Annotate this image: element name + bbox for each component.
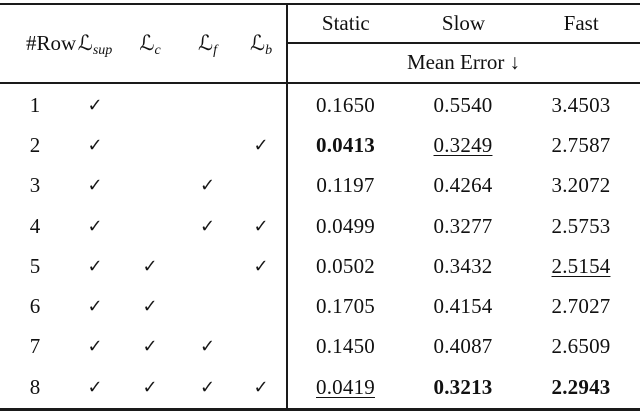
script-l-icon: ℒ (197, 31, 214, 55)
value-slow: 0.3213 (433, 374, 493, 399)
check-l-sup: ✓ (87, 376, 103, 398)
col-header-static: Static (321, 10, 370, 35)
row-number: 4 (29, 213, 41, 238)
value-fast: 2.7587 (551, 132, 611, 157)
value-static: 0.0502 (316, 253, 375, 278)
value-slow: 0.3432 (433, 253, 493, 278)
row-number: 6 (29, 294, 41, 319)
check-l-f: ✓ (199, 215, 216, 237)
col-header-loss-c: ℒc (120, 31, 180, 58)
row-number: 1 (29, 92, 41, 117)
value-fast: 3.4503 (551, 92, 611, 117)
table-row: 4 ✓ ✓ ✓ 0.0499 0.3277 2.5753 (0, 206, 640, 246)
value-fast: 2.2943 (551, 374, 611, 399)
left-header: #Row ℒsup ℒc ℒf ℒb (0, 5, 287, 82)
check-l-b: ✓ (253, 134, 269, 156)
loss-subscript-f: f (213, 43, 217, 58)
table-row: 1 ✓ 0.1650 0.5540 3.4503 (0, 85, 640, 125)
value-fast: 2.5154 (551, 253, 611, 278)
col-header-loss-sup: ℒsup (70, 31, 120, 58)
table-row: 5 ✓ ✓ ✓ 0.0502 0.3432 2.5154 (0, 246, 640, 286)
script-l-icon: ℒ (139, 31, 155, 55)
check-l-sup: ✓ (87, 336, 103, 358)
row-number: 2 (29, 132, 41, 157)
value-static: 0.1705 (316, 294, 375, 319)
check-l-sup: ✓ (87, 255, 103, 277)
check-l-f: ✓ (199, 376, 216, 398)
script-l-icon: ℒ (77, 31, 93, 55)
value-slow: 0.4154 (433, 294, 493, 319)
col-header-fast: Fast (563, 10, 599, 35)
col-header-row-number: #Row (26, 31, 77, 55)
value-static: 0.1650 (316, 92, 375, 117)
bottom-rule (0, 408, 640, 411)
row-number: 8 (29, 374, 41, 399)
value-static: 0.0419 (316, 374, 375, 399)
value-fast: 2.6509 (551, 334, 611, 359)
check-l-c: ✓ (142, 296, 158, 318)
metric-subheader: Mean Error ↓ (287, 44, 640, 81)
table-row: 2 ✓ ✓ 0.0413 0.3249 2.7587 (0, 125, 640, 165)
value-slow: 0.4087 (433, 334, 493, 359)
value-slow: 0.4264 (433, 173, 493, 198)
col-header-loss-b: ℒb (235, 31, 287, 58)
check-l-f: ✓ (199, 336, 216, 358)
value-fast: 2.5753 (551, 213, 611, 238)
check-l-sup: ✓ (87, 296, 103, 318)
value-static: 0.1450 (316, 334, 375, 359)
value-static: 0.1197 (316, 173, 375, 198)
check-l-sup: ✓ (87, 94, 103, 116)
mid-rule (0, 82, 640, 85)
table-row: 7 ✓ ✓ ✓ 0.1450 0.4087 2.6509 (0, 327, 640, 367)
check-l-sup: ✓ (87, 175, 103, 197)
table-row: 3 ✓ ✓ 0.1197 0.4264 3.2072 (0, 166, 640, 206)
loss-subscript-c: c (154, 43, 161, 58)
check-l-c: ✓ (142, 255, 158, 277)
table-row: 8 ✓ ✓ ✓ ✓ 0.0419 0.3213 2.2943 (0, 367, 640, 407)
check-l-b: ✓ (253, 255, 269, 277)
col-header-slow: Slow (441, 10, 486, 35)
value-slow: 0.3277 (433, 213, 493, 238)
script-l-icon: ℒ (249, 31, 266, 55)
check-l-b: ✓ (253, 215, 269, 237)
value-fast: 3.2072 (551, 173, 611, 198)
table-body: 1 ✓ 0.1650 0.5540 3.4503 2 ✓ ✓ 0.0413 0.… (0, 85, 640, 407)
check-l-f: ✓ (199, 175, 216, 197)
table-row: 6 ✓ ✓ 0.1705 0.4154 2.7027 (0, 286, 640, 326)
vertical-divider-rule (286, 3, 288, 410)
header-divider-rule (287, 42, 640, 44)
right-header: Static Slow Fast (287, 5, 640, 41)
loss-subscript-b: b (265, 43, 273, 58)
row-number: 5 (29, 253, 41, 278)
value-slow: 0.3249 (433, 132, 493, 157)
check-l-c: ✓ (142, 336, 158, 358)
mean-error-label: Mean Error ↓ (406, 50, 521, 74)
check-l-sup: ✓ (87, 215, 103, 237)
top-rule (0, 3, 640, 5)
col-header-loss-f: ℒf (180, 31, 235, 58)
value-fast: 2.7027 (551, 294, 611, 319)
row-number: 3 (29, 173, 41, 198)
value-static: 0.0499 (316, 213, 375, 238)
row-number: 7 (29, 334, 41, 359)
value-slow: 0.5540 (433, 92, 493, 117)
loss-subscript-sup: sup (92, 43, 113, 58)
check-l-sup: ✓ (87, 134, 103, 156)
check-l-c: ✓ (142, 376, 158, 398)
check-l-b: ✓ (253, 376, 269, 398)
value-static: 0.0413 (316, 132, 375, 157)
